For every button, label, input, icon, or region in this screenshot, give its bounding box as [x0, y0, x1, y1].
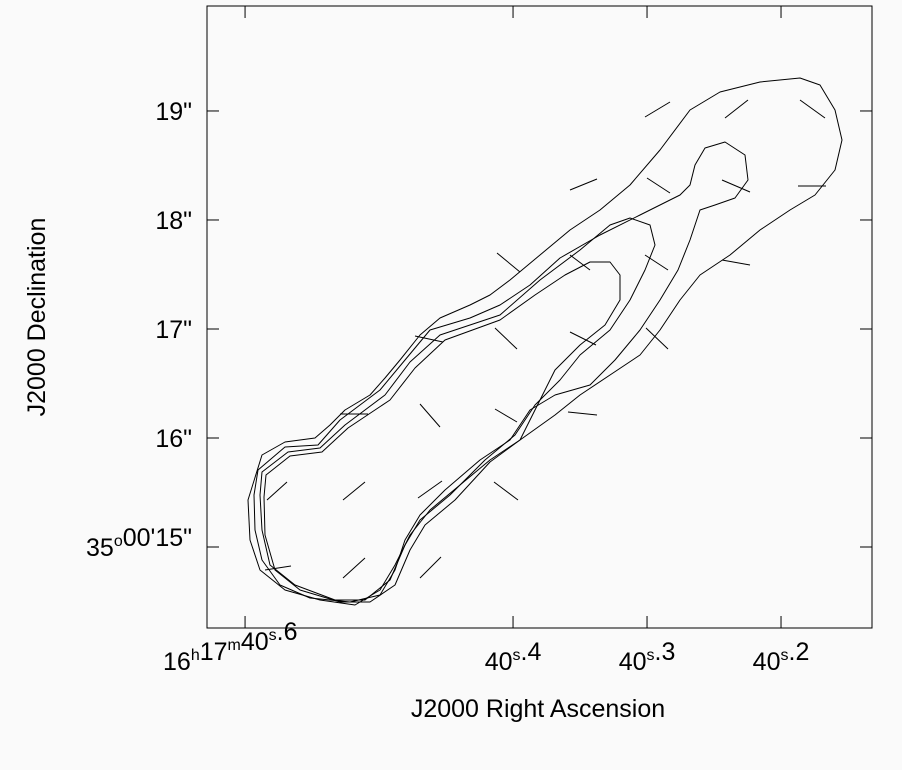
y-axis-title: J2000 Declination: [23, 218, 51, 417]
x-axis-title: J2000 Right Ascension: [411, 695, 665, 723]
polarization-vectors: [264, 99, 826, 579]
y-tick-label: 17": [155, 316, 192, 344]
x-tick-label: 40s.3: [619, 638, 676, 676]
y-tick-label: 35o00'15": [86, 524, 192, 562]
contour: [259, 217, 656, 601]
contour: [253, 141, 749, 603]
contour: [247, 77, 843, 606]
y-tick-label: 19": [155, 98, 192, 126]
x-tick-label: 40s.4: [485, 638, 542, 676]
y-tick-label: 18": [155, 207, 192, 235]
contour: [263, 261, 621, 603]
x-tick-label: 16h17m40s.6: [163, 618, 298, 676]
contours: [247, 77, 843, 606]
plot-frame: [206, 5, 873, 629]
x-tick-label: 40s.2: [753, 638, 810, 676]
y-tick-label: 16": [155, 425, 192, 453]
